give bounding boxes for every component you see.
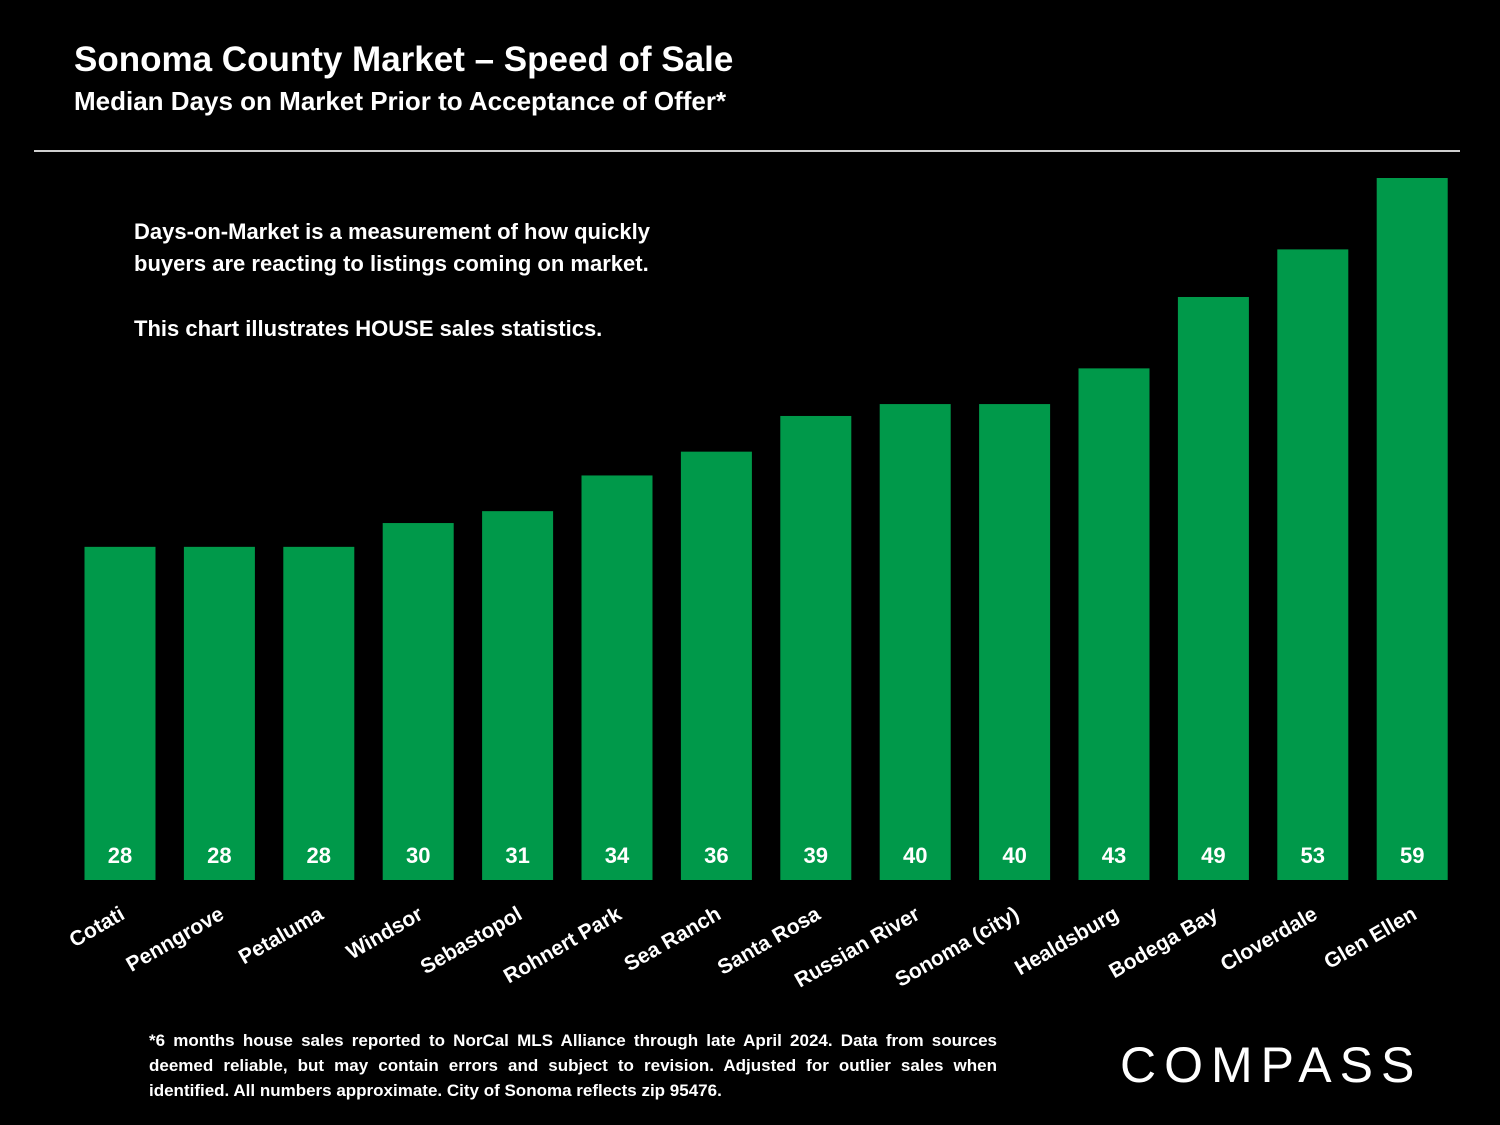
category-label: Cloverdale xyxy=(1217,902,1322,976)
bar-chart: 28 Cotati 28 Penngrove 28 Petaluma 30 Windsor 31… xyxy=(65,178,1448,992)
chart-subtitle: Median Days on Market Prior to Acceptanc… xyxy=(74,86,727,116)
category-label: Healdsburg xyxy=(1011,902,1123,980)
category-label: Cotati xyxy=(65,902,128,952)
bar-petaluma xyxy=(283,546,355,880)
data-label: 59 xyxy=(1400,843,1424,868)
bar-sonoma-city xyxy=(979,404,1051,880)
category-label: Glen Ellen xyxy=(1320,902,1420,973)
note-line-3: This chart illustrates HOUSE sales stati… xyxy=(134,316,603,341)
title-divider xyxy=(34,150,1460,152)
bar-glen-ellen xyxy=(1376,178,1448,880)
category-label: Bodega Bay xyxy=(1105,902,1222,983)
bar-sebastopol xyxy=(482,511,554,880)
bar-rohnert-park xyxy=(581,475,653,880)
data-label: 36 xyxy=(704,843,728,868)
category-label: Petaluma xyxy=(235,902,328,969)
data-label: 40 xyxy=(1002,843,1026,868)
data-label: 40 xyxy=(903,843,927,868)
footnote: *6 months house sales reported to NorCal… xyxy=(149,1031,997,1100)
bar-santa-rosa xyxy=(780,415,852,880)
bar-cotati xyxy=(84,546,156,880)
category-label: Sea Ranch xyxy=(620,902,725,976)
category-label: Penngrove xyxy=(122,902,227,976)
bar-bodega-bay xyxy=(1177,296,1249,881)
data-label: 49 xyxy=(1201,843,1225,868)
compass-logo: COMPASS xyxy=(1120,1037,1423,1093)
data-label: 34 xyxy=(605,843,630,868)
data-label: 53 xyxy=(1301,843,1325,868)
data-label: 30 xyxy=(406,843,430,868)
note-line-2: buyers are reacting to listings coming o… xyxy=(134,251,649,276)
bar-russian-river xyxy=(879,404,951,880)
data-label: 28 xyxy=(307,843,331,868)
bar-cloverdale xyxy=(1277,249,1349,880)
data-label: 39 xyxy=(804,843,828,868)
note-line-1: Days-on-Market is a measurement of how q… xyxy=(134,219,650,244)
data-label: 28 xyxy=(108,843,132,868)
category-label: Windsor xyxy=(343,902,427,964)
bar-sea-ranch xyxy=(680,451,752,880)
data-label: 28 xyxy=(207,843,231,868)
data-label: 43 xyxy=(1102,843,1126,868)
bar-healdsburg xyxy=(1078,368,1150,880)
chart-title: Sonoma County Market – Speed of Sale xyxy=(74,40,734,79)
bar-penngrove xyxy=(183,546,255,880)
data-label: 31 xyxy=(505,843,529,868)
bar-windsor xyxy=(382,523,454,880)
